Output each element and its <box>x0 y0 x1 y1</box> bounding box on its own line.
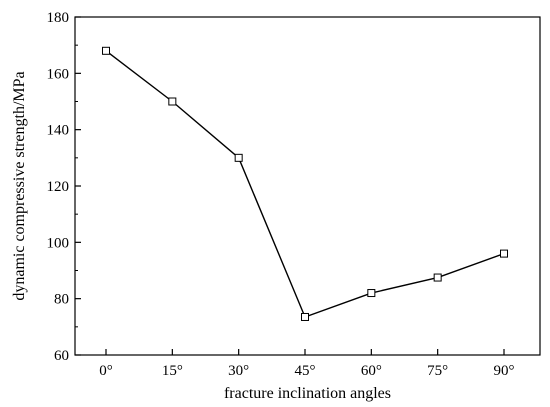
axes-frame <box>74 16 541 356</box>
series-line <box>105 50 505 318</box>
y-tick-label: 60 <box>54 348 69 364</box>
x-axis-ticks: 0° 15° 30° 45° 60° 75° 90° <box>99 349 515 379</box>
y-axis-title: dynamic compressive strength/MPa <box>11 71 28 300</box>
x-tick-label: 0° <box>99 363 113 379</box>
x-tick-label: 90° <box>494 363 515 379</box>
x-tick-label: 30° <box>228 363 249 379</box>
x-tick-label: 75° <box>427 363 448 379</box>
y-tick-label: 120 <box>47 179 70 195</box>
y-tick-label: 160 <box>47 66 70 82</box>
data-point <box>168 97 177 106</box>
y-tick-label: 100 <box>47 235 70 251</box>
y-tick-label: 80 <box>54 292 69 308</box>
data-point <box>102 46 110 55</box>
y-tick-label: 180 <box>47 10 70 26</box>
y-tick-label: 140 <box>47 123 70 139</box>
data-point <box>500 249 508 258</box>
data-point <box>301 312 309 321</box>
series-group <box>102 46 508 321</box>
x-tick-label: 15° <box>162 363 183 379</box>
plot-frame <box>74 16 541 356</box>
y-axis-ticks: 60 80 100 120 140 160 180 <box>47 10 81 364</box>
data-point <box>367 289 376 298</box>
data-point <box>234 153 243 162</box>
x-axis-title: fracture inclination angles <box>224 385 391 402</box>
x-tick-label: 60° <box>361 363 382 379</box>
data-point <box>433 273 442 282</box>
x-tick-label: 45° <box>295 363 316 379</box>
